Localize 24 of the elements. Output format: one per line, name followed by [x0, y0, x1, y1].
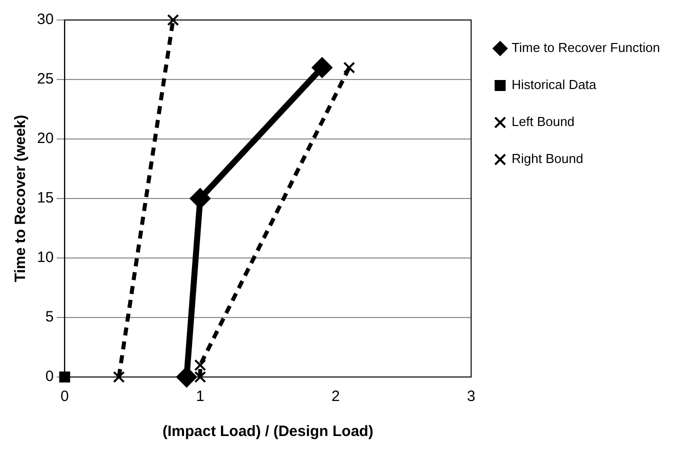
legend-label: Right Bound: [512, 151, 584, 166]
x-axis-title: (Impact Load) / (Design Load): [162, 423, 374, 440]
y-axis-title: Time to Recover (week): [12, 114, 30, 282]
y-tick-label: 15: [36, 190, 54, 207]
point: [343, 62, 356, 74]
y-tick-label: 20: [36, 130, 54, 148]
x-tick-label: 1: [196, 388, 204, 406]
legend-label: Left Bound: [512, 114, 575, 130]
legend-label: Time to Recover Function: [512, 40, 660, 56]
x-tick-label: 0: [60, 388, 69, 406]
y-tick-label: 0: [45, 368, 54, 386]
point: [176, 366, 198, 388]
y-tick-label: 25: [36, 70, 54, 88]
point: [59, 372, 70, 382]
y-tick-label: 10: [36, 249, 54, 266]
legend-label: Historical Data: [512, 77, 597, 92]
x-tick-label: 3: [466, 388, 476, 406]
point: [312, 57, 333, 78]
point: [112, 371, 125, 383]
y-tick-label: 30: [36, 11, 54, 28]
point: [167, 14, 180, 26]
x-tick-label: 2: [331, 388, 340, 406]
point: [190, 188, 211, 209]
y-tick-label: 5: [45, 308, 54, 326]
